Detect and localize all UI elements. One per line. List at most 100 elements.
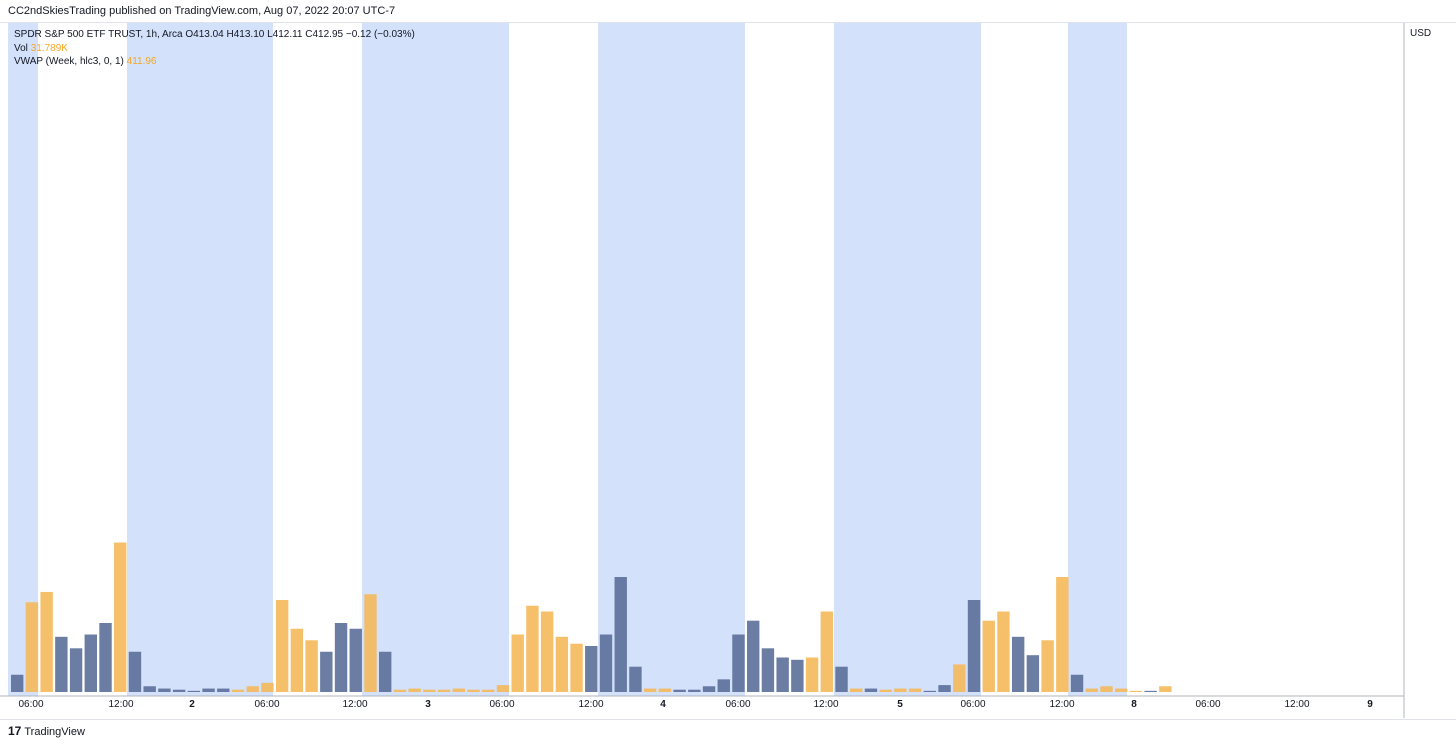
volume-bar: [99, 623, 112, 692]
time-tick-label: 2: [189, 699, 195, 710]
volume-bar: [953, 664, 966, 692]
volume-bar: [128, 651, 142, 692]
time-tick-label: 4: [660, 699, 666, 710]
top-bar: CC2ndSkiesTrading published on TradingVi…: [0, 0, 1456, 23]
volume-bar: [379, 651, 392, 692]
volume-bar: [761, 648, 775, 692]
volume-bar: [334, 623, 348, 692]
volume-bar: [423, 689, 436, 692]
volume-bar: [526, 605, 539, 692]
time-tick-label: 3: [425, 699, 431, 710]
volume-bar: [614, 577, 627, 692]
tradingview-logo-text: TradingView: [24, 726, 85, 738]
time-tick-label: 06:00: [960, 699, 985, 710]
volume-bar: [437, 689, 451, 692]
volume-bar: [879, 689, 892, 692]
volume-bar: [1041, 640, 1054, 692]
volume-bar: [349, 628, 362, 692]
footer-bar: 17 TradingView: [0, 719, 1456, 745]
legend-symbol-line[interactable]: SPDR S&P 500 ETF TRUST, 1h, Arca O413.04…: [14, 29, 415, 40]
volume-bar: [967, 600, 981, 692]
volume-bar: [202, 688, 215, 692]
volume-bar: [261, 682, 274, 692]
time-tick-label: 06:00: [18, 699, 43, 710]
volume-bar: [275, 600, 289, 692]
volume-bar: [894, 688, 907, 692]
volume-bar: [643, 688, 657, 692]
volume-bar: [1085, 688, 1098, 692]
volume-bar: [393, 689, 407, 692]
volume-bar: [40, 591, 53, 692]
session-band: [8, 23, 38, 696]
volume-bar: [835, 666, 848, 692]
volume-bar: [408, 688, 421, 692]
legend-vwap-label: VWAP (Week, hlc3, 0, 1): [14, 56, 124, 67]
price-axis-background: [1404, 23, 1456, 718]
volume-bar: [246, 686, 259, 692]
volume-bar: [25, 602, 39, 692]
price-axis-unit: USD: [1410, 28, 1431, 39]
volume-bar: [290, 628, 304, 692]
time-tick-label: 12:00: [1284, 699, 1309, 710]
volume-bar: [511, 634, 524, 692]
volume-bar: [172, 689, 186, 692]
session-band: [1068, 23, 1127, 696]
volume-bar: [599, 634, 613, 692]
volume-bar: [982, 620, 995, 692]
volume-bar: [69, 648, 83, 692]
volume-bar: [467, 689, 480, 692]
volume-bar: [540, 611, 554, 692]
price-chart[interactable]: Weekly HighWeekly LowCalls in Control In…: [0, 23, 1456, 718]
volume-bar: [1115, 688, 1128, 692]
time-tick-label: 06:00: [1195, 699, 1220, 710]
volume-bar: [570, 643, 583, 692]
volume-bar: [1026, 655, 1040, 692]
volume-bar: [805, 657, 819, 692]
volume-bar: [997, 611, 1010, 692]
volume-bar: [864, 688, 878, 692]
legend-volume-label: Vol: [14, 42, 28, 54]
volume-bar: [850, 688, 863, 692]
time-tick-label: 06:00: [725, 699, 750, 710]
volume-bar: [658, 688, 672, 692]
volume-bar: [688, 689, 701, 692]
volume-bar: [732, 634, 745, 692]
volume-bar: [320, 651, 333, 692]
volume-bar: [305, 640, 318, 692]
volume-bar: [791, 659, 804, 692]
volume-bar: [908, 688, 922, 692]
volume-bar: [217, 688, 230, 692]
time-tick-label: 9: [1367, 699, 1373, 710]
time-tick-label: 12:00: [342, 699, 367, 710]
volume-bar: [1144, 690, 1157, 692]
volume-bar: [585, 646, 598, 692]
session-band: [834, 23, 981, 696]
volume-bar: [673, 689, 686, 692]
time-tick-label: 5: [897, 699, 903, 710]
volume-bar: [1100, 686, 1113, 692]
legend-vwap-line[interactable]: VWAP (Week, hlc3, 0, 1) 411.96: [14, 55, 415, 69]
chart-legend: SPDR S&P 500 ETF TRUST, 1h, Arca O413.04…: [14, 28, 415, 69]
legend-vwap-value: 411.96: [126, 56, 157, 67]
volume-bar: [1011, 636, 1025, 692]
volume-bar: [938, 685, 951, 692]
volume-bar: [1070, 674, 1084, 692]
tradingview-logo-mark-icon: 17: [8, 724, 22, 738]
time-tick-label: 06:00: [254, 699, 279, 710]
volume-bar: [717, 679, 730, 692]
volume-bar: [747, 620, 760, 692]
volume-bar: [364, 594, 377, 692]
tradingview-logo[interactable]: 17 TradingView: [8, 724, 85, 738]
legend-volume-line[interactable]: Vol 31.789K: [14, 42, 415, 56]
volume-bar: [1159, 686, 1172, 692]
volume-bar: [1056, 577, 1069, 692]
volume-bar: [158, 688, 171, 692]
time-tick-label: 12:00: [813, 699, 838, 710]
chart-frame[interactable]: Weekly HighWeekly LowCalls in Control In…: [0, 23, 1456, 718]
time-tick-label: 12:00: [108, 699, 133, 710]
volume-bar: [187, 690, 201, 692]
volume-bar: [452, 688, 465, 692]
session-band: [127, 23, 273, 696]
volume-bar: [482, 689, 495, 692]
legend-volume-value: 31.789K: [30, 42, 68, 54]
